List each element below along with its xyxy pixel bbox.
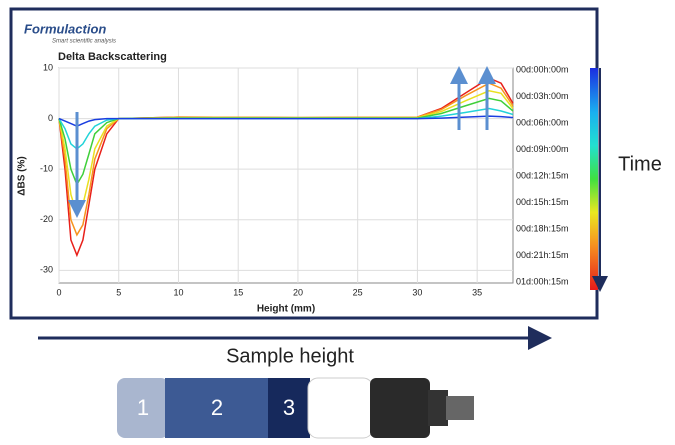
logo-tagline: Smart scientific analysis [52, 39, 116, 45]
sample-height-label: Sample height [226, 345, 354, 367]
x-tick-label: 30 [412, 287, 422, 297]
x-tick-label: 15 [233, 287, 243, 297]
colorbar-label: 01d:00h:15m [516, 276, 569, 286]
vial-top [307, 377, 374, 439]
colorbar-label: 00d:06h:00m [516, 117, 569, 127]
time-label: Time [618, 153, 662, 175]
colorbar-label: 00d:00h:00m [516, 64, 569, 74]
logo: Formulaction [24, 21, 106, 36]
zone-label: 1 [137, 395, 149, 420]
plot-background [58, 67, 514, 284]
x-axis-label: Height (mm) [257, 304, 315, 315]
zone-label: 2 [211, 395, 223, 420]
colorbar-label: 00d:15h:15m [516, 197, 569, 207]
x-tick-label: 20 [293, 287, 303, 297]
series-line [58, 115, 514, 128]
x-tick-label: 10 [173, 287, 183, 297]
vial-cap [446, 396, 474, 420]
colorbar-label: 00d:12h:15m [516, 170, 569, 180]
zone-label: 3 [283, 395, 295, 420]
colorbar-label: 00d:03h:00m [516, 91, 569, 101]
colorbar-label: 00d:18h:15m [516, 223, 569, 233]
chart-title: Delta Backscattering [58, 51, 167, 63]
colorbar-label: 00d:09h:00m [516, 144, 569, 154]
sample-vial: 1 2 3 [117, 377, 474, 439]
y-tick-label: -10 [40, 164, 53, 174]
colorbar-label: 00d:21h:15m [516, 250, 569, 260]
y-tick-label: 10 [43, 62, 53, 72]
y-axis-label: ΔBS (%) [17, 156, 28, 195]
zone-2 [165, 378, 270, 438]
zone-3 [268, 378, 310, 438]
zone-1 [117, 378, 169, 438]
vial-cap [370, 378, 430, 438]
plot-area: 0 5 10 15 20 25 30 35 -30 -20 -10 0 10 [40, 62, 514, 297]
y-tick-label: -20 [40, 214, 53, 224]
y-tick-label: -30 [40, 265, 53, 275]
x-tick-label: 25 [353, 287, 363, 297]
x-tick-label: 0 [56, 287, 61, 297]
x-tick-label: 5 [116, 287, 121, 297]
vial-cap [428, 390, 448, 426]
colorbar [590, 68, 598, 290]
x-tick-label: 35 [472, 287, 482, 297]
y-tick-label: 0 [48, 113, 53, 123]
